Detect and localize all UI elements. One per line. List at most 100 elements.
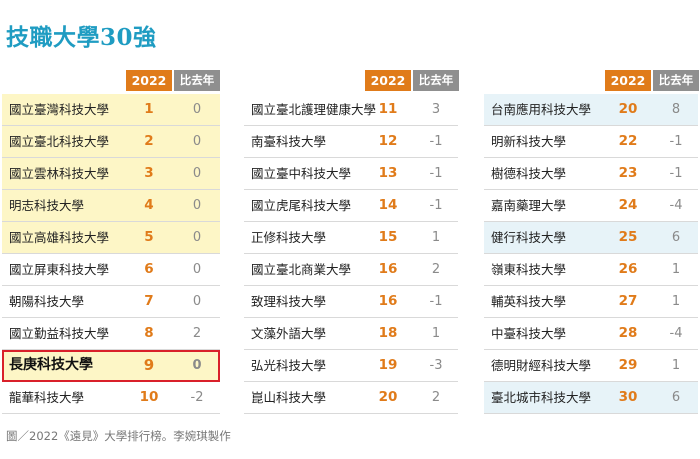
school-name: 致理科技大學 [251,294,327,309]
school-name: 國立臺灣科技大學 [9,102,110,117]
school-name: 德明財經科技大學 [491,358,592,373]
rank-2022: 16 [378,293,398,309]
ranking-rows: 國立臺灣科技大學 1 0 國立臺北科技大學 2 0 國立雲林科技大學 3 0 明志科技大學 4 0 國立… [2,94,220,414]
rank-2022: 6 [144,261,154,277]
table-row: 國立勤益科技大學 8 2 [2,318,220,350]
rank-change: -3 [429,358,443,373]
rank-change: 2 [192,326,202,341]
rank-2022: 14 [378,197,398,213]
rank-change: 1 [431,230,441,245]
table-row: 國立臺中科技大學 13 -1 [244,158,458,190]
school-name: 嶺東科技大學 [491,262,567,277]
school-name: 長庚科技大學 [9,357,93,373]
featured-table-row: 長庚科技大學 9 0 [2,350,220,382]
rank-2022: 15 [378,229,398,245]
rank-2022: 23 [618,165,638,181]
ranking-column-3: 2022 比去年 台南應用科技大學 20 8 明新科技大學 22 -1 樹德科技大學 23 -1… [484,70,699,414]
school-name: 朝陽科技大學 [9,294,85,309]
school-name: 國立雲林科技大學 [9,166,110,181]
rank-change: 0 [192,198,202,213]
school-name: 樹德科技大學 [491,166,567,181]
table-row: 嘉南藥理大學 24 -4 [484,190,698,222]
rank-change: 0 [192,294,202,309]
school-name: 輔英科技大學 [491,294,567,309]
rank-2022: 3 [144,165,154,181]
rank-2022: 2 [144,133,154,149]
table-row: 崑山科技大學 20 2 [244,382,458,414]
year-header: 2022 [126,70,172,91]
school-name: 明新科技大學 [491,134,567,149]
school-name: 國立虎尾科技大學 [251,198,352,213]
table-row: 中臺科技大學 28 -4 [484,318,698,350]
table-row: 國立臺北商業大學 16 2 [244,254,458,286]
table-row: 國立臺灣科技大學 1 0 [2,94,220,126]
school-name: 台南應用科技大學 [491,102,592,117]
school-name: 崑山科技大學 [251,390,327,405]
table-row: 國立臺北護理健康大學 11 3 [244,94,458,126]
table-row: 文藻外語大學 18 1 [244,318,458,350]
image-credit: 圖／2022《遠見》大學排行榜。李婉琪製作 [6,429,231,443]
table-row: 國立屏東科技大學 6 0 [2,254,220,286]
table-row: 臺北城市科技大學 30 6 [484,382,698,414]
table-row: 南臺科技大學 12 -1 [244,126,458,158]
change-header: 比去年 [174,70,220,91]
school-name: 國立高雄科技大學 [9,230,110,245]
column-header: 2022 比去年 [2,70,220,91]
rank-change: 1 [671,294,681,309]
rank-change: 0 [192,358,202,373]
rank-2022: 1 [144,101,154,117]
school-name: 嘉南藥理大學 [491,198,567,213]
rank-change: 1 [431,326,441,341]
rank-2022: 29 [618,357,638,373]
rank-change: 1 [671,358,681,373]
rank-change: -2 [190,390,204,405]
rank-change: 0 [192,102,202,117]
ranking-column-1: 2022 比去年 國立臺灣科技大學 1 0 國立臺北科技大學 2 0 國立雲林科技大學 3 0 明… [2,70,220,414]
rank-2022: 20 [618,101,638,117]
table-row: 嶺東科技大學 26 1 [484,254,698,286]
table-row: 輔英科技大學 27 1 [484,286,698,318]
year-header: 2022 [605,70,651,91]
rank-2022: 9 [143,356,155,374]
school-name: 中臺科技大學 [491,326,567,341]
table-row: 國立臺北科技大學 2 0 [2,126,220,158]
rank-2022: 19 [378,357,398,373]
school-name: 南臺科技大學 [251,134,327,149]
rank-change: 8 [671,102,681,117]
table-row: 國立虎尾科技大學 14 -1 [244,190,458,222]
rank-change: 2 [431,262,441,277]
school-name: 臺北城市科技大學 [491,390,592,405]
rank-change: -1 [429,134,443,149]
rank-change: 1 [671,262,681,277]
rank-change: -4 [669,198,683,213]
school-name: 健行科技大學 [491,230,567,245]
rank-2022: 16 [378,261,398,277]
school-name: 弘光科技大學 [251,358,327,373]
rank-change: 2 [431,390,441,405]
rank-change: 0 [192,230,202,245]
year-header: 2022 [365,70,411,91]
school-name: 龍華科技大學 [9,390,85,405]
rank-2022: 25 [618,229,638,245]
rank-2022: 24 [618,197,638,213]
table-row: 致理科技大學 16 -1 [244,286,458,318]
rank-change: -1 [669,166,683,181]
school-name: 明志科技大學 [9,198,85,213]
rank-2022: 20 [378,389,398,405]
table-row: 台南應用科技大學 20 8 [484,94,698,126]
table-row: 國立雲林科技大學 3 0 [2,158,220,190]
school-name: 國立屏東科技大學 [9,262,110,277]
table-row: 弘光科技大學 19 -3 [244,350,458,382]
rank-2022: 7 [144,293,154,309]
rank-change: 6 [671,390,681,405]
rank-2022: 11 [378,101,398,117]
table-row: 健行科技大學 25 6 [484,222,698,254]
rank-change: -1 [429,198,443,213]
rank-2022: 18 [378,325,398,341]
ranking-column-2: 2022 比去年 國立臺北護理健康大學 11 3 南臺科技大學 12 -1 國立臺中科技大學… [244,70,459,414]
school-name: 文藻外語大學 [251,326,327,341]
change-header: 比去年 [413,70,459,91]
school-name: 國立勤益科技大學 [9,326,110,341]
rank-2022: 10 [139,389,159,405]
rank-change: 0 [192,262,202,277]
